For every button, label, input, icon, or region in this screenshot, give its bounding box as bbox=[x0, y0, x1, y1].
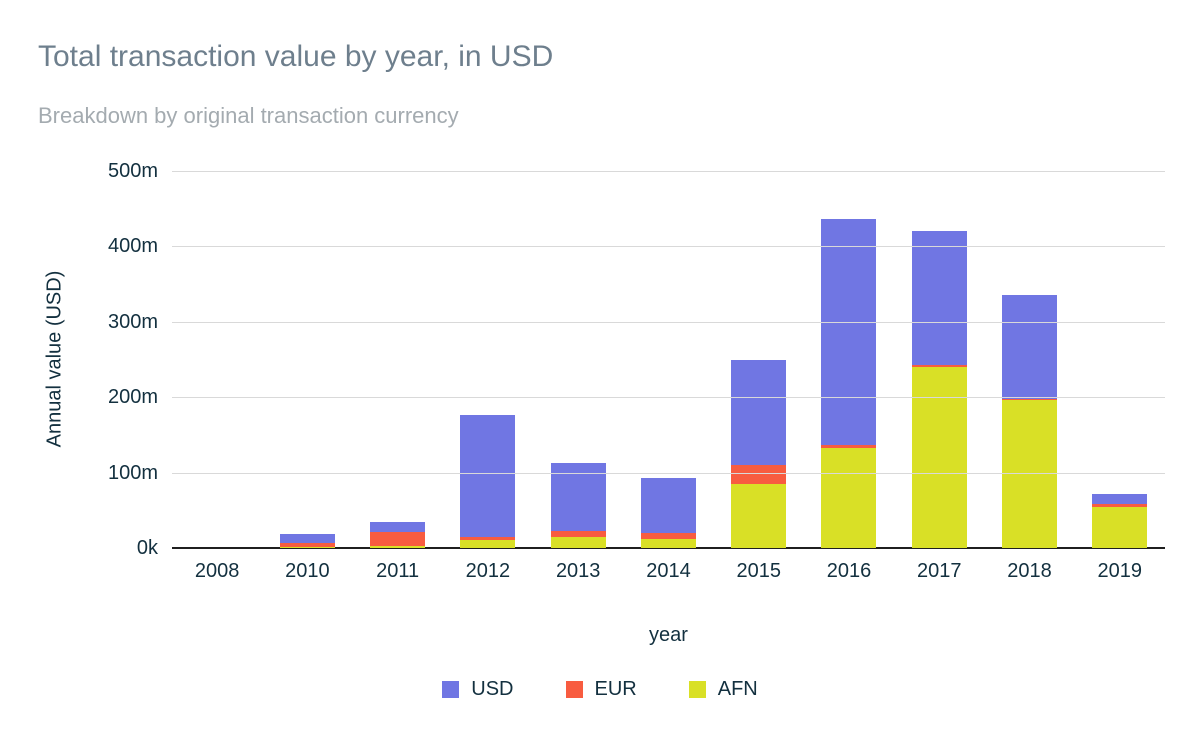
bar-slot-2010 bbox=[262, 171, 352, 548]
gridline-500m bbox=[172, 171, 1165, 172]
bar-segment-usd-2018 bbox=[1002, 295, 1058, 400]
legend-label-eur: EUR bbox=[594, 678, 637, 700]
x-tick-label-2012: 2012 bbox=[465, 560, 511, 582]
legend-item-eur: EUR bbox=[565, 678, 637, 701]
gridline-200m bbox=[172, 397, 1165, 399]
bar-segment-afn-2019 bbox=[1092, 506, 1148, 548]
bar-segment-eur-2014 bbox=[640, 532, 696, 539]
chart-subtitle: Breakdown by original transaction curren… bbox=[38, 103, 459, 128]
bar-slot-2017 bbox=[894, 171, 984, 548]
bar-segment-usd-2010 bbox=[279, 534, 335, 544]
bar-2011 bbox=[370, 522, 426, 548]
x-tick-label-2014: 2014 bbox=[646, 560, 691, 582]
y-axis-title: Annual value (USD) bbox=[43, 270, 66, 448]
bar-segment-usd-2011 bbox=[370, 522, 426, 533]
bar-segment-eur-2019 bbox=[1092, 504, 1148, 507]
gridline-100m bbox=[172, 472, 1165, 474]
bar-segment-eur-2012 bbox=[460, 536, 516, 541]
bar-slot-2015 bbox=[714, 171, 804, 548]
legend-label-usd: USD bbox=[471, 678, 514, 700]
bar-2013 bbox=[550, 462, 606, 548]
bars-container bbox=[172, 171, 1165, 548]
bar-segment-usd-2014 bbox=[640, 477, 696, 533]
bar-segment-afn-2012 bbox=[460, 540, 516, 548]
bar-segment-afn-2011 bbox=[370, 545, 426, 548]
bar-segment-eur-2013 bbox=[550, 531, 606, 537]
x-tick-label-2018: 2018 bbox=[1007, 560, 1052, 582]
bar-segment-afn-2017 bbox=[911, 367, 967, 548]
plot-area bbox=[172, 171, 1165, 549]
bar-2015 bbox=[731, 359, 787, 548]
bar-segment-eur-2018 bbox=[1002, 399, 1058, 401]
x-tick-label-2019: 2019 bbox=[1097, 560, 1143, 582]
x-axis-labels: 2008 2010 2011 2012 2013 2014 2015 2016 2017 2018… bbox=[172, 560, 1165, 583]
bar-segment-usd-2016 bbox=[821, 218, 877, 445]
x-tick-label-2016: 2016 bbox=[826, 560, 872, 582]
bar-2012 bbox=[460, 414, 516, 548]
bar-2016 bbox=[821, 218, 877, 548]
bar-segment-afn-2015 bbox=[731, 483, 787, 548]
bar-2010 bbox=[279, 534, 335, 548]
bar-slot-2008 bbox=[172, 171, 262, 548]
bar-segment-eur-2015 bbox=[731, 465, 787, 484]
x-tick-label-2017: 2017 bbox=[917, 560, 962, 582]
bar-segment-usd-2017 bbox=[911, 230, 967, 365]
x-axis-line bbox=[172, 547, 1165, 549]
bar-segment-eur-2011 bbox=[370, 532, 426, 546]
bar-slot-2013 bbox=[533, 171, 623, 548]
legend-swatch-usd bbox=[442, 681, 460, 698]
x-tick-label-2010: 2010 bbox=[285, 560, 330, 582]
bar-segment-usd-2013 bbox=[550, 462, 606, 532]
bar-slot-2018 bbox=[984, 171, 1074, 548]
bar-segment-afn-2010 bbox=[279, 547, 335, 548]
bar-segment-usd-2012 bbox=[460, 414, 516, 537]
x-tick-label-2013: 2013 bbox=[555, 560, 601, 582]
bar-segment-usd-2019 bbox=[1092, 494, 1148, 505]
bar-slot-2014 bbox=[623, 171, 713, 548]
bar-2017 bbox=[911, 230, 967, 548]
chart-title: Total transaction value by year, in USD bbox=[38, 40, 554, 73]
legend-label-afn: AFN bbox=[717, 678, 758, 700]
x-tick-label-2011: 2011 bbox=[376, 560, 420, 582]
y-tick-label-400m: 400m bbox=[107, 235, 158, 258]
bar-segment-afn-2013 bbox=[550, 536, 606, 548]
bar-2018 bbox=[1002, 295, 1058, 548]
y-tick-label-0k: 0k bbox=[136, 537, 158, 559]
x-tick-label-2008: 2008 bbox=[194, 560, 240, 582]
y-tick-label-100m: 100m bbox=[107, 461, 158, 484]
x-axis-title: year bbox=[649, 624, 688, 646]
bar-segment-eur-2017 bbox=[911, 364, 967, 368]
legend-item-afn: AFN bbox=[688, 678, 758, 701]
y-tick-label-200m: 200m bbox=[107, 386, 158, 409]
bar-2019 bbox=[1092, 494, 1148, 548]
bar-slot-2011 bbox=[353, 171, 443, 548]
gridline-300m bbox=[172, 321, 1165, 323]
legend: USD EUR AFN bbox=[0, 678, 1200, 701]
legend-swatch-afn bbox=[688, 681, 706, 698]
bar-segment-afn-2016 bbox=[821, 447, 877, 548]
bar-segment-eur-2016 bbox=[821, 444, 877, 448]
bar-2014 bbox=[640, 477, 696, 548]
bar-segment-usd-2015 bbox=[731, 359, 787, 466]
bar-segment-eur-2010 bbox=[279, 543, 335, 548]
bar-segment-afn-2018 bbox=[1002, 400, 1058, 548]
legend-swatch-eur bbox=[565, 681, 583, 698]
y-tick-label-300m: 300m bbox=[107, 310, 158, 333]
gridline-400m bbox=[172, 246, 1165, 248]
bar-slot-2016 bbox=[804, 171, 894, 548]
x-tick-label-2015: 2015 bbox=[736, 560, 781, 582]
bar-slot-2012 bbox=[443, 171, 533, 548]
bar-slot-2019 bbox=[1075, 171, 1165, 548]
legend-item-usd: USD bbox=[442, 678, 514, 701]
y-tick-label-500m: 500m bbox=[107, 160, 158, 182]
bar-segment-afn-2014 bbox=[640, 538, 696, 548]
